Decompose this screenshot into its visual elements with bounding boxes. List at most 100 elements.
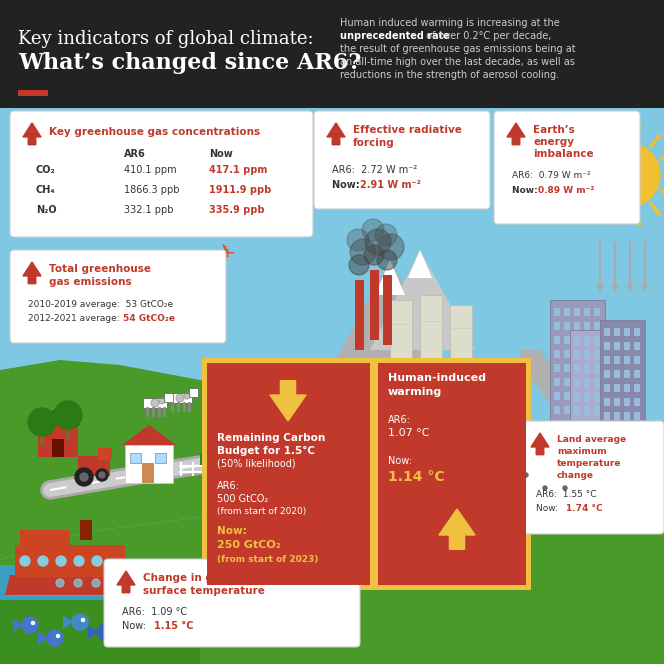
Bar (594, 392, 600, 400)
Text: AR6:  0.79 W m⁻²: AR6: 0.79 W m⁻² (512, 171, 590, 180)
Text: maximum: maximum (557, 447, 607, 456)
Bar (584, 364, 590, 372)
Text: AR6:  2.72 W m⁻²: AR6: 2.72 W m⁻² (332, 165, 417, 175)
Bar (0, 600, 664, 664)
Polygon shape (13, 618, 23, 632)
Bar (624, 328, 630, 336)
Polygon shape (35, 407, 81, 425)
Circle shape (502, 473, 506, 477)
Bar (574, 378, 580, 386)
Bar (550, 300, 605, 430)
Polygon shape (117, 571, 135, 593)
Polygon shape (0, 440, 664, 664)
Text: Budget for 1.5°C: Budget for 1.5°C (217, 446, 315, 456)
Circle shape (28, 408, 56, 436)
Bar (80, 520, 92, 540)
Text: 1.74 °C: 1.74 °C (566, 504, 603, 513)
FancyBboxPatch shape (10, 250, 226, 343)
Circle shape (347, 229, 369, 251)
Bar (624, 342, 630, 350)
Bar (370, 270, 379, 340)
Bar (142, 463, 154, 483)
Text: AR6:: AR6: (388, 415, 411, 425)
Bar (0, 0, 664, 108)
Circle shape (20, 556, 30, 566)
Text: 54 GtCO₂e: 54 GtCO₂e (123, 314, 175, 323)
Text: Now:: Now: (536, 504, 564, 513)
Bar (634, 398, 640, 406)
Polygon shape (543, 467, 569, 475)
Bar (478, 432, 528, 454)
Text: CO₂: CO₂ (36, 165, 56, 175)
Bar (594, 406, 600, 414)
Text: CH₄: CH₄ (36, 185, 56, 195)
Bar (20, 530, 70, 547)
Bar (230, 453, 237, 465)
Bar (564, 336, 570, 344)
Bar (584, 366, 590, 374)
Bar (0, 565, 210, 664)
Bar (98, 448, 112, 460)
Circle shape (378, 234, 404, 260)
Text: Now: Now (209, 149, 233, 159)
Bar (554, 364, 560, 372)
Circle shape (128, 579, 136, 587)
Polygon shape (5, 575, 170, 595)
Bar (604, 328, 610, 336)
Bar (574, 364, 580, 372)
Bar (594, 336, 600, 344)
Bar (564, 308, 570, 316)
Bar (240, 462, 242, 476)
Circle shape (56, 635, 60, 637)
Bar (554, 392, 560, 400)
Text: Total greenhouse: Total greenhouse (49, 264, 151, 274)
Text: AR6:  1.55 °C: AR6: 1.55 °C (536, 490, 596, 499)
Circle shape (159, 398, 165, 404)
Circle shape (375, 224, 397, 246)
Bar (574, 392, 580, 400)
Circle shape (38, 556, 48, 566)
Text: 332.1 ppb: 332.1 ppb (124, 205, 173, 215)
Circle shape (54, 401, 82, 429)
Text: 335.9 ppb: 335.9 ppb (209, 205, 264, 215)
Text: surface temperature: surface temperature (143, 586, 265, 596)
Polygon shape (520, 350, 590, 500)
Bar (614, 384, 620, 392)
Bar (574, 352, 580, 360)
Bar (594, 352, 600, 360)
Circle shape (362, 219, 384, 241)
Text: 250 GtCO₂: 250 GtCO₂ (217, 540, 281, 550)
Circle shape (72, 614, 88, 630)
Circle shape (404, 426, 432, 454)
Polygon shape (507, 123, 525, 145)
Bar (574, 406, 580, 414)
Bar (564, 420, 570, 428)
Bar (584, 336, 590, 344)
Polygon shape (408, 250, 432, 278)
Bar (574, 408, 580, 416)
Bar (564, 392, 570, 400)
Bar (420, 295, 442, 380)
Bar (594, 394, 600, 402)
Text: Earth’s: Earth’s (533, 125, 575, 135)
Circle shape (80, 473, 88, 481)
Circle shape (476, 496, 504, 524)
Bar (624, 370, 630, 378)
Bar (574, 350, 580, 358)
Bar (584, 322, 590, 330)
Polygon shape (330, 260, 450, 370)
Text: AR6:: AR6: (217, 481, 240, 491)
Bar (594, 308, 600, 316)
Circle shape (508, 449, 520, 461)
Bar (383, 275, 392, 345)
Text: 1866.3 ppb: 1866.3 ppb (124, 185, 179, 195)
Circle shape (97, 624, 113, 640)
Polygon shape (327, 123, 345, 145)
Bar (207, 363, 370, 585)
Text: (from start of 2020): (from start of 2020) (217, 507, 306, 516)
Bar (604, 384, 610, 392)
Circle shape (499, 470, 509, 480)
Bar (540, 475, 572, 487)
Bar (614, 412, 620, 420)
Bar (0, 108, 664, 664)
